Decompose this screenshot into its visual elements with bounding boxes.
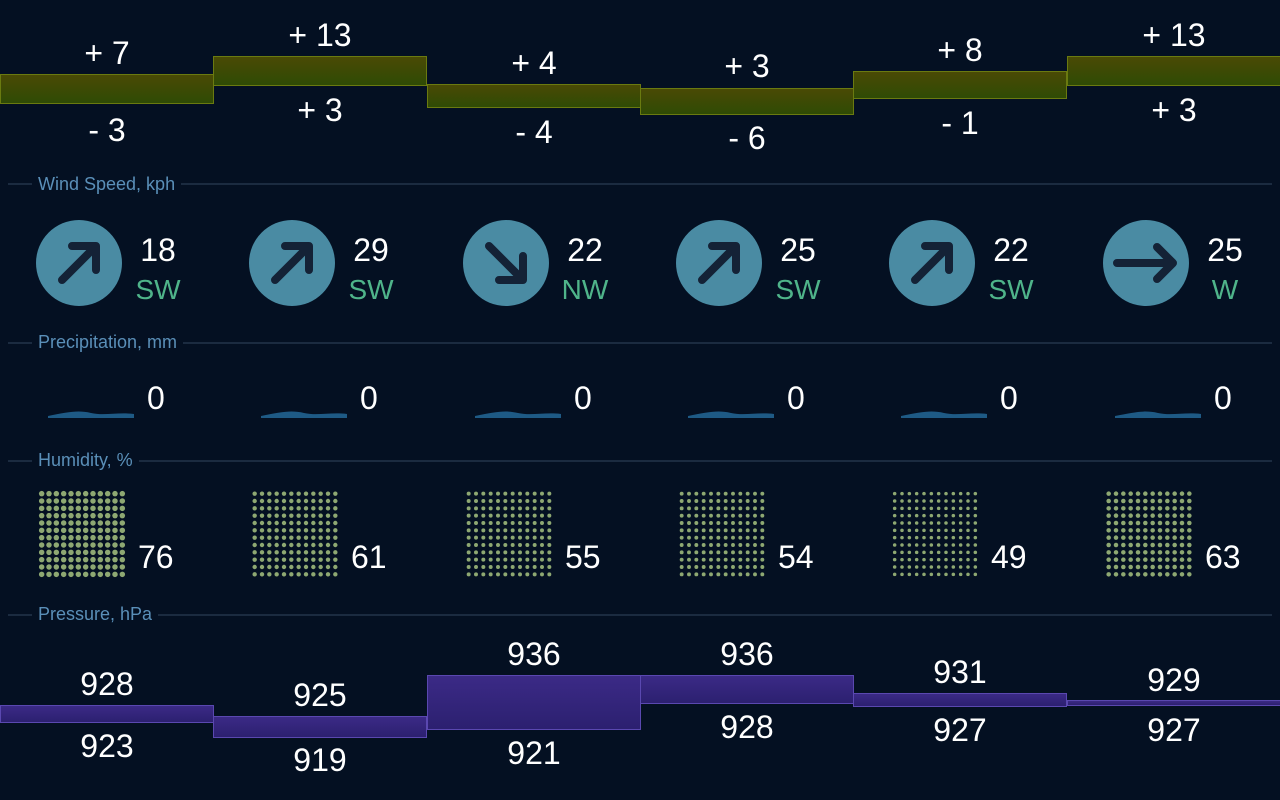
temperature-high: + 3 — [724, 48, 770, 84]
section-divider — [8, 183, 1272, 185]
wind-direction-circle — [463, 220, 549, 306]
humidity-value: 63 — [1205, 539, 1241, 575]
humidity-value: 54 — [778, 539, 814, 575]
temperature-low: - 4 — [515, 114, 553, 150]
wind-direction-circle — [889, 220, 975, 306]
wind-direction-circle — [249, 220, 335, 306]
temperature-high: + 8 — [937, 32, 983, 68]
arrow-up-right-icon — [36, 220, 122, 306]
wind-speed-value: 22 — [993, 232, 1029, 268]
precipitation-value: 0 — [360, 380, 378, 416]
temperature-high: + 4 — [511, 45, 557, 81]
humidity-dot-grid — [678, 490, 766, 583]
section-divider — [8, 460, 1272, 462]
arrow-up-right-icon — [676, 220, 762, 306]
pressure-bar — [0, 705, 214, 723]
precipitation-wave — [1115, 398, 1201, 418]
humidity-value: 55 — [565, 539, 601, 575]
arrow-right-icon — [1103, 220, 1189, 306]
wind-direction-circle — [676, 220, 762, 306]
temperature-bar — [853, 71, 1067, 99]
arrow-up-right-icon — [249, 220, 335, 306]
pressure-bar — [427, 675, 641, 730]
pressure-bar — [213, 716, 427, 738]
precipitation-wave — [688, 398, 774, 418]
section-divider — [8, 342, 1272, 344]
section-label-pressure: Pressure, hPa — [32, 604, 159, 624]
wind-speed-value: 29 — [353, 232, 389, 268]
humidity-dot-grid — [1105, 490, 1193, 583]
temperature-bar — [427, 84, 641, 108]
wind-direction-circle — [1103, 220, 1189, 306]
temperature-low: + 3 — [1151, 92, 1197, 128]
wind-direction-label: SW — [775, 274, 821, 305]
wind-direction-label: SW — [988, 274, 1034, 305]
pressure-high: 936 — [507, 636, 561, 672]
arrow-down-right-icon — [463, 220, 549, 306]
temperature-bar — [213, 56, 427, 86]
pressure-high: 929 — [1147, 662, 1201, 698]
pressure-bar — [853, 693, 1067, 707]
temperature-low: - 1 — [941, 105, 979, 141]
pressure-low: 928 — [720, 709, 774, 745]
humidity-dot-grid — [891, 490, 979, 583]
pressure-bar — [640, 675, 854, 704]
temperature-bar — [640, 88, 854, 115]
precipitation-value: 0 — [147, 380, 165, 416]
humidity-dot-grid — [38, 490, 126, 583]
pressure-high: 936 — [720, 636, 774, 672]
pressure-high: 928 — [80, 666, 134, 702]
precipitation-value: 0 — [787, 380, 805, 416]
temperature-high: + 13 — [1142, 17, 1206, 53]
temperature-low: - 3 — [88, 112, 126, 148]
precipitation-wave — [48, 398, 134, 418]
temperature-low: - 6 — [728, 120, 766, 156]
pressure-low: 927 — [1147, 712, 1201, 748]
wind-speed-value: 25 — [780, 232, 816, 268]
wind-speed-value: 25 — [1207, 232, 1243, 268]
temperature-high: + 7 — [84, 35, 130, 71]
pressure-high: 931 — [933, 654, 987, 690]
wind-direction-label: W — [1211, 274, 1239, 305]
humidity-value: 61 — [351, 539, 387, 575]
precipitation-value: 0 — [574, 380, 592, 416]
wind-speed-value: 22 — [567, 232, 603, 268]
pressure-low: 921 — [507, 735, 561, 771]
humidity-value: 49 — [991, 539, 1027, 575]
wind-direction-label: SW — [348, 274, 394, 305]
wind-direction-circle — [36, 220, 122, 306]
humidity-dot-grid — [251, 490, 339, 583]
section-label-precipitation: Precipitation, mm — [32, 332, 184, 352]
precipitation-wave — [261, 398, 347, 418]
pressure-low: 923 — [80, 728, 134, 764]
section-label-wind: Wind Speed, kph — [32, 174, 182, 194]
precipitation-wave — [475, 398, 561, 418]
pressure-low: 919 — [293, 742, 347, 778]
precipitation-value: 0 — [1214, 380, 1232, 416]
section-divider — [8, 614, 1272, 616]
humidity-value: 76 — [138, 539, 174, 575]
temperature-bar — [0, 74, 214, 104]
humidity-dot-grid — [465, 490, 553, 583]
arrow-up-right-icon — [889, 220, 975, 306]
temperature-bar — [1067, 56, 1280, 86]
wind-speed-value: 18 — [140, 232, 176, 268]
temperature-high: + 13 — [288, 17, 352, 53]
precipitation-value: 0 — [1000, 380, 1018, 416]
wind-direction-label: SW — [135, 274, 181, 305]
temperature-low: + 3 — [297, 92, 343, 128]
precipitation-wave — [901, 398, 987, 418]
pressure-low: 927 — [933, 712, 987, 748]
section-label-humidity: Humidity, % — [32, 450, 139, 470]
pressure-bar — [1067, 700, 1280, 706]
pressure-high: 925 — [293, 677, 347, 713]
wind-direction-label: NW — [561, 274, 609, 305]
